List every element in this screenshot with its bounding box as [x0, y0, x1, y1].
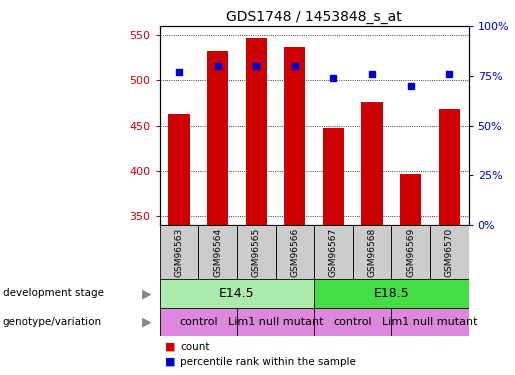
Text: ■: ■ [165, 357, 175, 367]
Bar [207, 51, 228, 225]
FancyBboxPatch shape [276, 225, 314, 279]
FancyBboxPatch shape [237, 308, 314, 336]
Text: GSM96568: GSM96568 [368, 228, 376, 277]
FancyBboxPatch shape [160, 308, 237, 336]
Bar [168, 114, 190, 225]
FancyBboxPatch shape [391, 308, 469, 336]
Text: control: control [334, 316, 372, 327]
Bar [362, 102, 383, 225]
FancyBboxPatch shape [353, 225, 391, 279]
FancyBboxPatch shape [160, 225, 198, 279]
Text: Lim1 null mutant: Lim1 null mutant [228, 316, 323, 327]
Text: ▶: ▶ [142, 287, 151, 300]
Bar [284, 47, 305, 225]
Text: count: count [180, 342, 210, 352]
Text: ▶: ▶ [142, 315, 151, 328]
Bar [400, 174, 421, 225]
FancyBboxPatch shape [391, 225, 430, 279]
FancyBboxPatch shape [198, 225, 237, 279]
Text: GSM96567: GSM96567 [329, 228, 338, 277]
Bar [323, 128, 344, 225]
Title: GDS1748 / 1453848_s_at: GDS1748 / 1453848_s_at [226, 10, 402, 24]
Text: ■: ■ [165, 342, 175, 352]
FancyBboxPatch shape [314, 225, 353, 279]
Bar [246, 38, 267, 225]
Text: GSM96566: GSM96566 [290, 228, 299, 277]
Text: control: control [179, 316, 217, 327]
Text: GSM96570: GSM96570 [445, 228, 454, 277]
Text: GSM96569: GSM96569 [406, 228, 415, 277]
Text: development stage: development stage [3, 288, 104, 298]
FancyBboxPatch shape [430, 225, 469, 279]
Text: E14.5: E14.5 [219, 287, 255, 300]
Bar [439, 110, 460, 225]
FancyBboxPatch shape [314, 308, 391, 336]
Text: GSM96564: GSM96564 [213, 228, 222, 277]
Text: percentile rank within the sample: percentile rank within the sample [180, 357, 356, 367]
Text: GSM96563: GSM96563 [175, 228, 183, 277]
FancyBboxPatch shape [160, 279, 314, 308]
FancyBboxPatch shape [314, 279, 469, 308]
FancyBboxPatch shape [237, 225, 276, 279]
Text: Lim1 null mutant: Lim1 null mutant [382, 316, 478, 327]
Text: GSM96565: GSM96565 [252, 228, 261, 277]
Text: E18.5: E18.5 [373, 287, 409, 300]
Text: genotype/variation: genotype/variation [3, 316, 101, 327]
